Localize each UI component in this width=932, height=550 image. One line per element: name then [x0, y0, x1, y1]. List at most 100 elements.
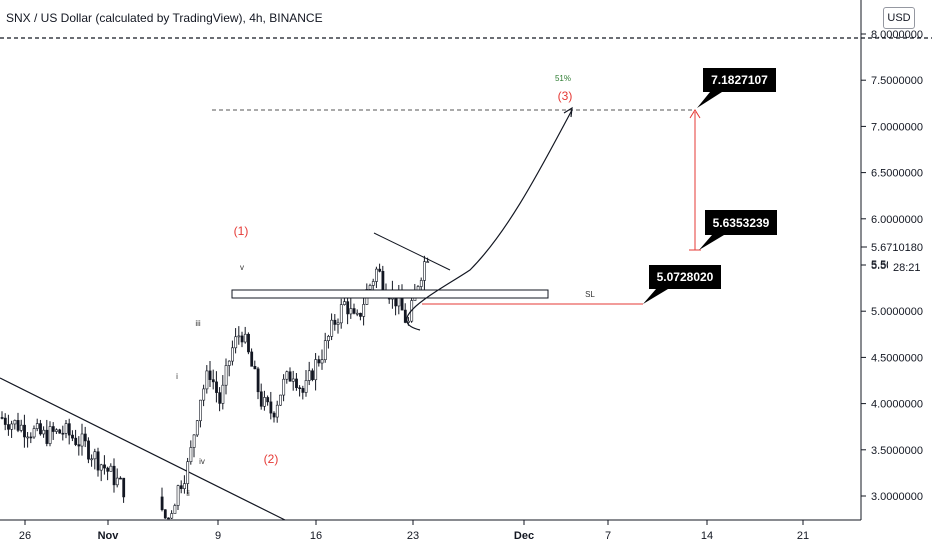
candle — [266, 395, 270, 406]
candle-body-up — [109, 465, 113, 472]
candle — [87, 437, 90, 464]
candle-body-up — [336, 322, 340, 325]
candle — [109, 463, 113, 472]
candle-body-up — [237, 335, 241, 338]
candle — [218, 387, 222, 412]
candle — [426, 257, 430, 263]
candle — [256, 366, 260, 400]
candle — [163, 509, 167, 519]
candle-body-up — [362, 304, 366, 317]
candle — [77, 436, 81, 456]
candle — [314, 353, 318, 391]
candle — [10, 420, 14, 438]
candle — [423, 255, 426, 291]
candle-body-up — [186, 461, 190, 484]
candle-body-down — [346, 301, 350, 315]
candle-body-down — [218, 392, 222, 404]
candle — [42, 426, 46, 438]
candle-body-up — [327, 336, 330, 341]
candle — [323, 332, 327, 363]
stop-callout: 5.0728020 — [643, 265, 721, 304]
candle — [176, 484, 180, 510]
candle-body-up — [419, 280, 423, 287]
candle — [202, 384, 206, 407]
candle-body-up — [115, 477, 119, 486]
candle-body-up — [199, 399, 202, 422]
candle-body-down — [311, 370, 314, 381]
candle-body-up — [55, 429, 58, 432]
candles — [0, 255, 430, 520]
candle — [272, 411, 276, 423]
sl-label: SL — [585, 290, 595, 299]
target-label: 7.1827107 — [711, 73, 768, 87]
wave-3-label: (3) — [558, 89, 573, 103]
candle — [186, 457, 190, 494]
candle-body-down — [333, 319, 337, 325]
candle-body-down — [208, 370, 212, 380]
candle-body-down — [122, 477, 126, 498]
wedge-line — [373, 232, 451, 271]
candle-body-down — [288, 371, 292, 382]
candle-body-up — [234, 336, 238, 349]
projection-curve — [406, 109, 573, 331]
candle-body-down — [3, 417, 7, 425]
candle — [339, 298, 343, 329]
candle-body-down — [167, 517, 170, 520]
entry-callout: 5.6353239 — [699, 210, 777, 250]
current-price-label: 5.6710180 — [871, 242, 923, 254]
candle-body-up — [173, 505, 177, 514]
candle — [375, 266, 378, 288]
candle-body-down — [403, 309, 407, 323]
candle — [282, 374, 286, 402]
candle — [269, 391, 273, 420]
time-tick-label: 7 — [605, 530, 611, 542]
candle-body-down — [51, 426, 55, 432]
candle — [106, 466, 110, 481]
candle — [170, 510, 174, 519]
candle-body-up — [19, 424, 23, 431]
price-tick-label: 3.5000000 — [871, 445, 923, 457]
candle — [333, 314, 337, 331]
candle — [64, 420, 68, 439]
price-tick-label: 6.5000000 — [871, 168, 923, 180]
candle — [189, 440, 193, 465]
candle-body-up — [189, 447, 193, 462]
candle-body-down — [29, 436, 33, 439]
candle-body-up — [330, 319, 334, 337]
candle-body-down — [240, 335, 244, 343]
candle — [45, 419, 49, 447]
candle-body-up — [99, 464, 103, 471]
candle-body-down — [61, 432, 65, 435]
candle — [231, 340, 234, 366]
candle-body-up — [243, 333, 247, 343]
price-tick-label: 4.0000000 — [871, 399, 923, 411]
candle-body-down — [58, 429, 62, 434]
candle — [122, 477, 126, 503]
candle-body-up — [368, 285, 372, 290]
candle — [83, 426, 87, 448]
candle-body-down — [163, 509, 167, 519]
candle — [359, 312, 362, 321]
wave-1-label: (1) — [234, 224, 249, 238]
candle-body-down — [71, 434, 74, 439]
candle-body-down — [359, 312, 362, 317]
candle — [352, 303, 356, 315]
candle-body-up — [170, 513, 174, 519]
time-tick-label: 26 — [19, 530, 31, 542]
stop-label: 5.0728020 — [657, 270, 714, 284]
candle — [301, 385, 305, 400]
wave-2-label: (2) — [264, 452, 279, 466]
candle-body-down — [83, 433, 87, 442]
candle — [39, 419, 42, 436]
candle-body-down — [96, 451, 100, 471]
candle-body-up — [224, 365, 228, 386]
candle — [397, 284, 401, 315]
candle-body-up — [375, 268, 378, 282]
candle-body-up — [10, 423, 14, 430]
candle — [311, 368, 314, 382]
candle — [378, 263, 382, 273]
candle-body-down — [259, 391, 263, 407]
candle-body-up — [64, 423, 68, 434]
currency-button[interactable]: USD — [883, 7, 915, 29]
